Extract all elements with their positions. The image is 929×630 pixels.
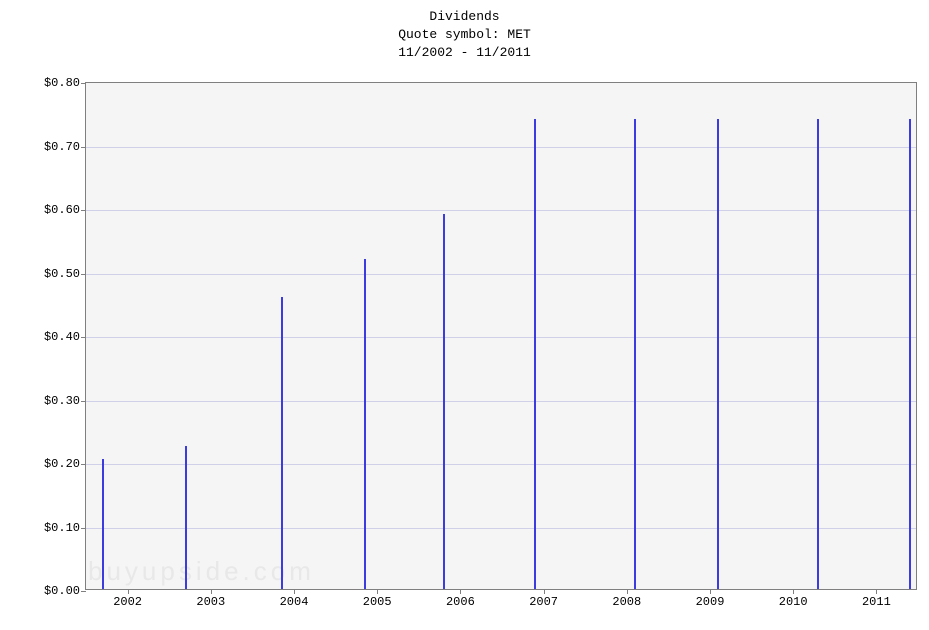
chart-title-block: Dividends Quote symbol: MET 11/2002 - 11… <box>0 0 929 63</box>
y-gridline <box>86 337 916 338</box>
data-bar <box>281 297 283 589</box>
data-bar <box>534 119 536 589</box>
y-gridline <box>86 464 916 465</box>
x-tick-label: 2010 <box>779 589 808 609</box>
data-bar <box>717 119 719 589</box>
dividends-chart: Dividends Quote symbol: MET 11/2002 - 11… <box>0 0 929 630</box>
plot-area: buyupside.com $0.00$0.10$0.20$0.30$0.40$… <box>85 82 917 590</box>
data-bar <box>102 459 104 589</box>
y-tick-label: $0.50 <box>44 267 86 281</box>
chart-title-line-1: Dividends <box>0 8 929 26</box>
x-tick-label: 2002 <box>113 589 142 609</box>
x-tick-label: 2003 <box>196 589 225 609</box>
chart-title-line-3: 11/2002 - 11/2011 <box>0 44 929 62</box>
y-tick-label: $0.10 <box>44 521 86 535</box>
y-tick-label: $0.20 <box>44 457 86 471</box>
x-tick-label: 2009 <box>696 589 725 609</box>
y-tick-label: $0.40 <box>44 330 86 344</box>
data-bar <box>634 119 636 589</box>
data-bar <box>185 446 187 589</box>
y-gridline <box>86 274 916 275</box>
x-tick-label: 2008 <box>612 589 641 609</box>
x-tick-label: 2007 <box>529 589 558 609</box>
x-tick-label: 2011 <box>862 589 891 609</box>
y-tick-label: $0.30 <box>44 394 86 408</box>
y-gridline <box>86 210 916 211</box>
data-bar <box>364 259 366 589</box>
y-tick-label: $0.00 <box>44 584 86 598</box>
y-tick-label: $0.80 <box>44 76 86 90</box>
x-tick-label: 2005 <box>363 589 392 609</box>
chart-title-line-2: Quote symbol: MET <box>0 26 929 44</box>
y-gridline <box>86 528 916 529</box>
x-tick-label: 2004 <box>280 589 309 609</box>
data-bar <box>443 214 445 589</box>
y-tick-label: $0.70 <box>44 140 86 154</box>
y-tick-label: $0.60 <box>44 203 86 217</box>
y-gridline <box>86 401 916 402</box>
y-gridline <box>86 147 916 148</box>
x-tick-label: 2006 <box>446 589 475 609</box>
data-bar <box>909 119 911 589</box>
data-bar <box>817 119 819 589</box>
